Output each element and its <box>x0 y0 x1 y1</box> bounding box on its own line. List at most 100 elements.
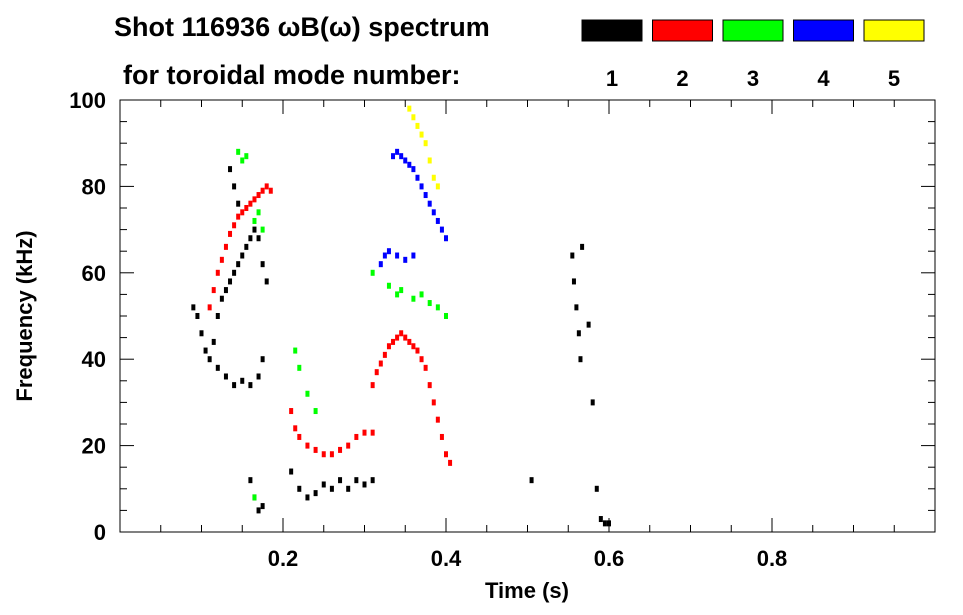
y-tick-label: 80 <box>82 174 106 199</box>
x-tick-label: 0.4 <box>431 546 462 571</box>
mode-2-point <box>378 360 383 367</box>
mode-3-point <box>240 157 245 164</box>
mode-2-point <box>411 343 416 350</box>
mode-4-point <box>395 148 400 155</box>
mode-5-point <box>419 131 424 138</box>
mode-4-point <box>382 252 387 259</box>
mode-2-point <box>260 187 265 194</box>
mode-1-point <box>264 278 269 285</box>
mode-3-point <box>256 209 261 216</box>
mode-5-point <box>415 122 420 129</box>
mode-2-point <box>215 269 220 276</box>
mode-2-point <box>362 429 367 436</box>
mode-2-point <box>232 222 237 229</box>
mode-1-point <box>236 200 241 207</box>
mode-1-point <box>199 330 204 337</box>
plot-frame <box>119 99 936 533</box>
mode-3-point <box>260 226 265 233</box>
y-tick-label: 0 <box>94 520 106 545</box>
mode-3-point <box>419 291 424 298</box>
mode-1-point <box>228 166 233 173</box>
mode-1-point <box>354 477 359 484</box>
mode-2-point <box>403 334 408 341</box>
mode-2-point <box>289 408 294 415</box>
mode-4-point <box>439 226 444 233</box>
mode-1-point <box>260 356 265 363</box>
mode-2-point <box>219 256 224 263</box>
mode-4-point <box>411 166 416 173</box>
mode-1-point <box>570 252 575 259</box>
mode-1-point <box>586 321 591 328</box>
mode-2-point <box>346 442 351 449</box>
mode-2-point <box>382 351 387 358</box>
axis-ticks: 0 20 40 60 80 100 0.2 0.4 0.6 0.8 <box>69 88 935 571</box>
mode-1-point <box>256 235 261 242</box>
mode-1-point <box>215 313 220 319</box>
mode-2-point <box>370 429 375 436</box>
mode-1-point <box>240 252 245 259</box>
mode-4-point <box>431 209 436 216</box>
mode-5-point <box>423 140 428 147</box>
y-tick-label: 100 <box>69 88 106 113</box>
mode-1-point <box>228 278 233 285</box>
mode-3-point <box>444 313 448 319</box>
mode-1-point <box>580 243 585 250</box>
mode-1-point <box>321 481 326 488</box>
mode-1-point <box>594 485 599 492</box>
mode-2-point <box>329 451 334 458</box>
mode-1-point <box>248 235 253 242</box>
mode-2-point <box>391 338 396 345</box>
y-tick-label: 20 <box>82 434 106 459</box>
y-tick-label: 40 <box>82 347 106 372</box>
y-axis-label: Frequency (kHz) <box>12 230 37 401</box>
mode-5-point <box>411 114 416 121</box>
mode-1-point <box>571 278 576 285</box>
legend-label-3: 3 <box>747 66 759 91</box>
mode-1-point <box>223 287 228 294</box>
mode-2-point <box>297 433 302 440</box>
mode-1-point <box>207 356 212 363</box>
mode-3-point <box>293 347 298 354</box>
legend-swatch-3 <box>722 19 784 42</box>
mode-1-point <box>362 481 367 488</box>
mode-1-point <box>598 516 603 523</box>
mode-2-point <box>386 343 391 350</box>
mode-3-point <box>252 494 257 501</box>
mode-1-point <box>236 261 241 268</box>
mode-1-point <box>576 330 581 337</box>
mode-1-point <box>252 226 257 233</box>
mode-4-point <box>435 217 440 224</box>
mode-1-point <box>346 485 351 492</box>
legend-label-4: 4 <box>817 66 830 91</box>
mode-2-point <box>338 446 343 453</box>
legend-label-5: 5 <box>888 66 900 91</box>
mode-2-point <box>395 334 400 341</box>
mode-1-point <box>219 295 224 302</box>
mode-4-point <box>419 183 424 190</box>
mode-2-point <box>448 459 453 466</box>
mode-1-point <box>240 377 245 384</box>
legend-swatch-5 <box>863 19 925 42</box>
mode-1-point <box>329 485 334 492</box>
mode-1-point <box>248 382 253 389</box>
mode-3-point <box>370 269 375 276</box>
mode-1-point <box>297 485 302 492</box>
mode-2-point <box>207 304 212 311</box>
mode-3-point <box>313 408 318 415</box>
mode-5-point <box>435 183 440 190</box>
mode-1-point <box>602 520 607 527</box>
mode-1-point <box>232 382 237 389</box>
mode-2-point <box>427 382 432 389</box>
mode-1-point <box>289 468 294 475</box>
legend-swatch-1 <box>581 19 643 42</box>
mode-4-point <box>403 256 408 263</box>
mode-2-point <box>268 187 273 194</box>
mode-2-point <box>423 364 428 371</box>
mode-3-point <box>236 148 241 155</box>
mode-1-point <box>574 304 579 311</box>
mode-1-point <box>338 477 343 484</box>
mode-1-point <box>203 347 208 354</box>
mode-2-point <box>370 382 375 389</box>
mode-3-point <box>386 282 391 289</box>
